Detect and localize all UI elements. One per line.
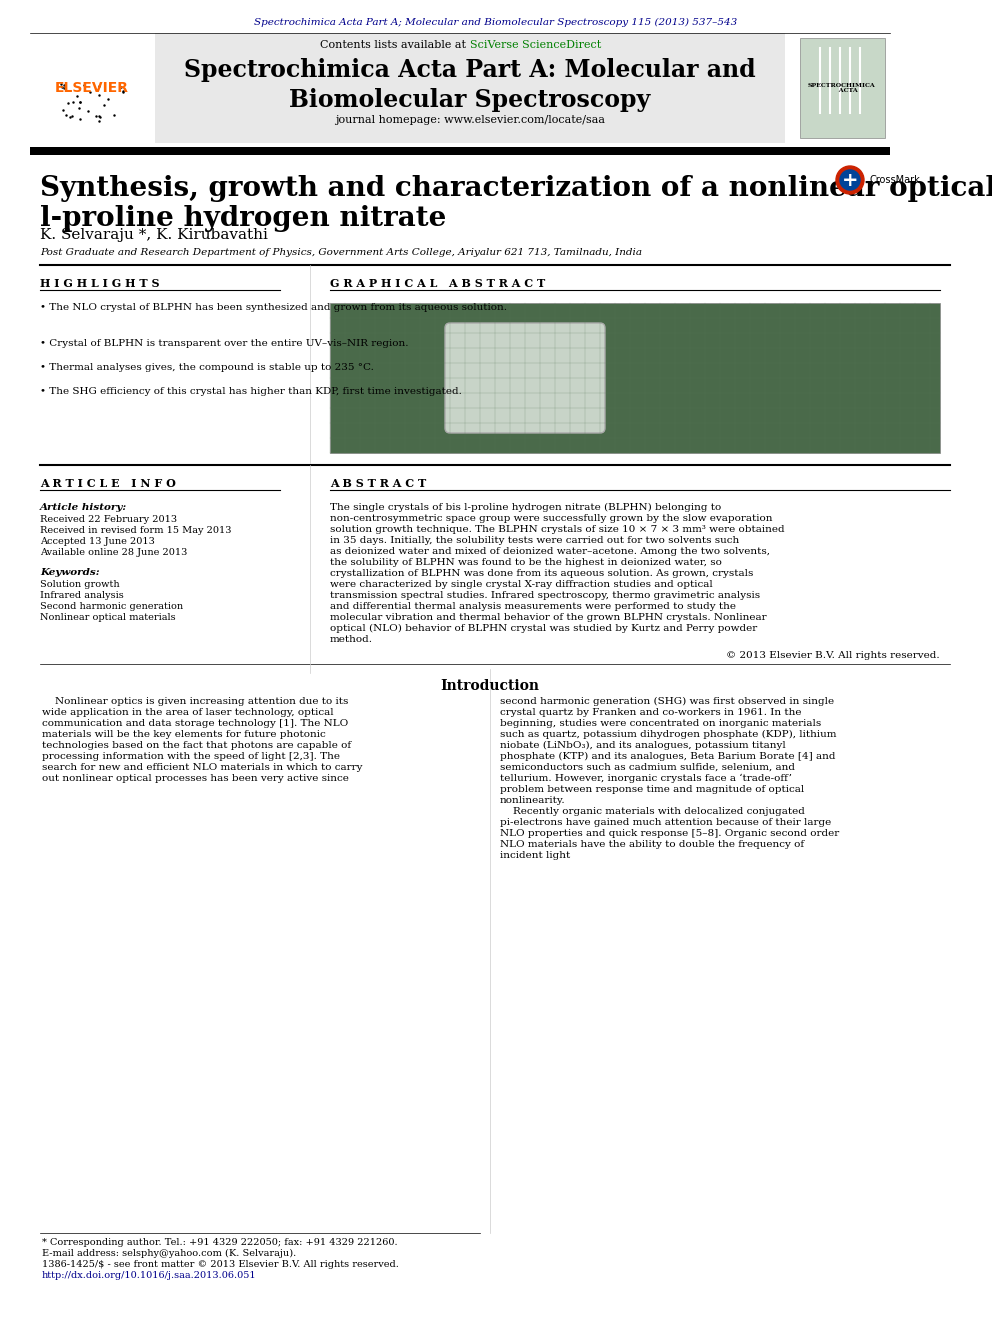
Text: such as quartz, potassium dihydrogen phosphate (KDP), lithium: such as quartz, potassium dihydrogen pho… (500, 730, 836, 740)
Text: Spectrochimica Acta Part A; Molecular and Biomolecular Spectroscopy 115 (2013) 5: Spectrochimica Acta Part A; Molecular an… (254, 19, 738, 28)
Text: G R A P H I C A L   A B S T R A C T: G R A P H I C A L A B S T R A C T (330, 278, 546, 288)
Text: Available online 28 June 2013: Available online 28 June 2013 (40, 548, 187, 557)
Text: tellurium. However, inorganic crystals face a ‘trade-off’: tellurium. However, inorganic crystals f… (500, 774, 792, 783)
Text: 1386-1425/$ - see front matter © 2013 Elsevier B.V. All rights reserved.: 1386-1425/$ - see front matter © 2013 El… (42, 1259, 399, 1269)
Text: beginning, studies were concentrated on inorganic materials: beginning, studies were concentrated on … (500, 718, 821, 728)
Bar (800, 38, 885, 138)
Circle shape (836, 165, 864, 194)
Text: © 2013 Elsevier B.V. All rights reserved.: © 2013 Elsevier B.V. All rights reserved… (726, 651, 940, 660)
Text: Infrared analysis: Infrared analysis (40, 591, 124, 601)
Text: semiconductors such as cadmium sulfide, selenium, and: semiconductors such as cadmium sulfide, … (500, 763, 795, 773)
Circle shape (840, 169, 860, 191)
Text: as deionized water and mixed of deionized water–acetone. Among the two solvents,: as deionized water and mixed of deionize… (330, 546, 770, 556)
Text: • Crystal of BLPHN is transparent over the entire UV–vis–NIR region.: • Crystal of BLPHN is transparent over t… (40, 339, 409, 348)
Text: CrossMark: CrossMark (870, 175, 921, 185)
Text: phosphate (KTP) and its analogues, Beta Barium Borate [4] and: phosphate (KTP) and its analogues, Beta … (500, 751, 835, 761)
Text: A B S T R A C T: A B S T R A C T (330, 478, 427, 490)
Text: out nonlinear optical processes has been very active since: out nonlinear optical processes has been… (42, 774, 349, 783)
Text: Nonlinear optical materials: Nonlinear optical materials (40, 613, 176, 622)
Bar (30, 147, 890, 155)
Text: and differential thermal analysis measurements were performed to study the: and differential thermal analysis measur… (330, 602, 736, 611)
Text: * Corresponding author. Tel.: +91 4329 222050; fax: +91 4329 221260.: * Corresponding author. Tel.: +91 4329 2… (42, 1238, 398, 1248)
Text: • The NLO crystal of BLPHN has been synthesized and grown from its aqueous solut: • The NLO crystal of BLPHN has been synt… (40, 303, 507, 312)
Text: transmission spectral studies. Infrared spectroscopy, thermo gravimetric analysi: transmission spectral studies. Infrared … (330, 591, 760, 601)
Text: NLO materials have the ability to double the frequency of: NLO materials have the ability to double… (500, 840, 805, 849)
Text: pi-electrons have gained much attention because of their large: pi-electrons have gained much attention … (500, 818, 831, 827)
FancyBboxPatch shape (155, 33, 785, 143)
Text: solution growth technique. The BLPHN crystals of size 10 × 7 × 3 mm³ were obtain: solution growth technique. The BLPHN cry… (330, 525, 785, 534)
Text: Nonlinear optics is given increasing attention due to its: Nonlinear optics is given increasing att… (42, 697, 348, 706)
Text: Received 22 February 2013: Received 22 February 2013 (40, 515, 178, 524)
Text: Contents lists available at: Contents lists available at (320, 40, 470, 50)
Text: Keywords:: Keywords: (40, 568, 99, 577)
Text: Solution growth: Solution growth (40, 579, 120, 589)
Text: niobate (LiNbO₃), and its analogues, potassium titanyl: niobate (LiNbO₃), and its analogues, pot… (500, 741, 786, 750)
Text: K. Selvaraju *, K. Kirubavathi: K. Selvaraju *, K. Kirubavathi (40, 228, 268, 242)
Text: incident light: incident light (500, 851, 570, 860)
Text: second harmonic generation (SHG) was first observed in single: second harmonic generation (SHG) was fir… (500, 697, 834, 706)
Text: crystal quartz by Franken and co-workers in 1961. In the: crystal quartz by Franken and co-workers… (500, 708, 802, 717)
Text: NLO properties and quick response [5–8]. Organic second order: NLO properties and quick response [5–8].… (500, 830, 839, 837)
Text: Synthesis, growth and characterization of a nonlinear optical crystal: Bis: Synthesis, growth and characterization o… (40, 175, 992, 202)
Text: problem between response time and magnitude of optical: problem between response time and magnit… (500, 785, 805, 794)
Text: wide application in the area of laser technology, optical: wide application in the area of laser te… (42, 708, 333, 717)
Text: processing information with the speed of light [2,3]. The: processing information with the speed of… (42, 751, 340, 761)
Text: SPECTROCHIMICA
      ACTA: SPECTROCHIMICA ACTA (808, 82, 876, 94)
Text: Received in revised form 15 May 2013: Received in revised form 15 May 2013 (40, 527, 231, 534)
Text: were characterized by single crystal X-ray diffraction studies and optical: were characterized by single crystal X-r… (330, 579, 712, 589)
Text: the solubility of BLPHN was found to be the highest in deionized water, so: the solubility of BLPHN was found to be … (330, 558, 722, 568)
Text: SciVerse ScienceDirect: SciVerse ScienceDirect (470, 40, 601, 50)
Text: Introduction: Introduction (440, 679, 540, 693)
Text: l-proline hydrogen nitrate: l-proline hydrogen nitrate (40, 205, 446, 232)
Text: method.: method. (330, 635, 373, 644)
Text: http://dx.doi.org/10.1016/j.saa.2013.06.051: http://dx.doi.org/10.1016/j.saa.2013.06.… (42, 1271, 257, 1279)
Text: • Thermal analyses gives, the compound is stable up to 235 °C.: • Thermal analyses gives, the compound i… (40, 363, 374, 372)
FancyBboxPatch shape (445, 323, 605, 433)
Text: technologies based on the fact that photons are capable of: technologies based on the fact that phot… (42, 741, 351, 750)
Text: Spectrochimica Acta Part A: Molecular and
Biomolecular Spectroscopy: Spectrochimica Acta Part A: Molecular an… (185, 58, 756, 111)
Text: communication and data storage technology [1]. The NLO: communication and data storage technolog… (42, 718, 348, 728)
Text: optical (NLO) behavior of BLPHN crystal was studied by Kurtz and Perry powder: optical (NLO) behavior of BLPHN crystal … (330, 624, 757, 634)
Text: Second harmonic generation: Second harmonic generation (40, 602, 184, 611)
Text: The single crystals of bis l-proline hydrogen nitrate (BLPHN) belonging to: The single crystals of bis l-proline hyd… (330, 503, 721, 512)
Text: ELSEVIER: ELSEVIER (55, 81, 129, 95)
Text: H I G H L I G H T S: H I G H L I G H T S (40, 278, 160, 288)
Text: Article history:: Article history: (40, 503, 127, 512)
Text: Accepted 13 June 2013: Accepted 13 June 2013 (40, 537, 155, 546)
Bar (30, 33, 155, 143)
Text: E-mail address: selsphy@yahoo.com (K. Selvaraju).: E-mail address: selsphy@yahoo.com (K. Se… (42, 1249, 297, 1258)
Text: crystallization of BLPHN was done from its aqueous solution. As grown, crystals: crystallization of BLPHN was done from i… (330, 569, 753, 578)
Text: +: + (842, 171, 858, 189)
Text: Recently organic materials with delocalized conjugated: Recently organic materials with delocali… (500, 807, 805, 816)
Text: journal homepage: www.elsevier.com/locate/saa: journal homepage: www.elsevier.com/locat… (335, 115, 605, 124)
Text: nonlinearity.: nonlinearity. (500, 796, 565, 804)
Text: A R T I C L E   I N F O: A R T I C L E I N F O (40, 478, 176, 490)
Text: search for new and efficient NLO materials in which to carry: search for new and efficient NLO materia… (42, 763, 362, 773)
Bar (330, 303, 940, 452)
Text: non-centrosymmetric space group were successfully grown by the slow evaporation: non-centrosymmetric space group were suc… (330, 515, 773, 523)
Text: molecular vibration and thermal behavior of the grown BLPHN crystals. Nonlinear: molecular vibration and thermal behavior… (330, 613, 767, 622)
Text: materials will be the key elements for future photonic: materials will be the key elements for f… (42, 730, 325, 740)
Text: Post Graduate and Research Department of Physics, Government Arts College, Ariya: Post Graduate and Research Department of… (40, 247, 642, 257)
Text: in 35 days. Initially, the solubility tests were carried out for two solvents su: in 35 days. Initially, the solubility te… (330, 536, 739, 545)
Text: • The SHG efficiency of this crystal has higher than KDP, first time investigate: • The SHG efficiency of this crystal has… (40, 388, 462, 396)
